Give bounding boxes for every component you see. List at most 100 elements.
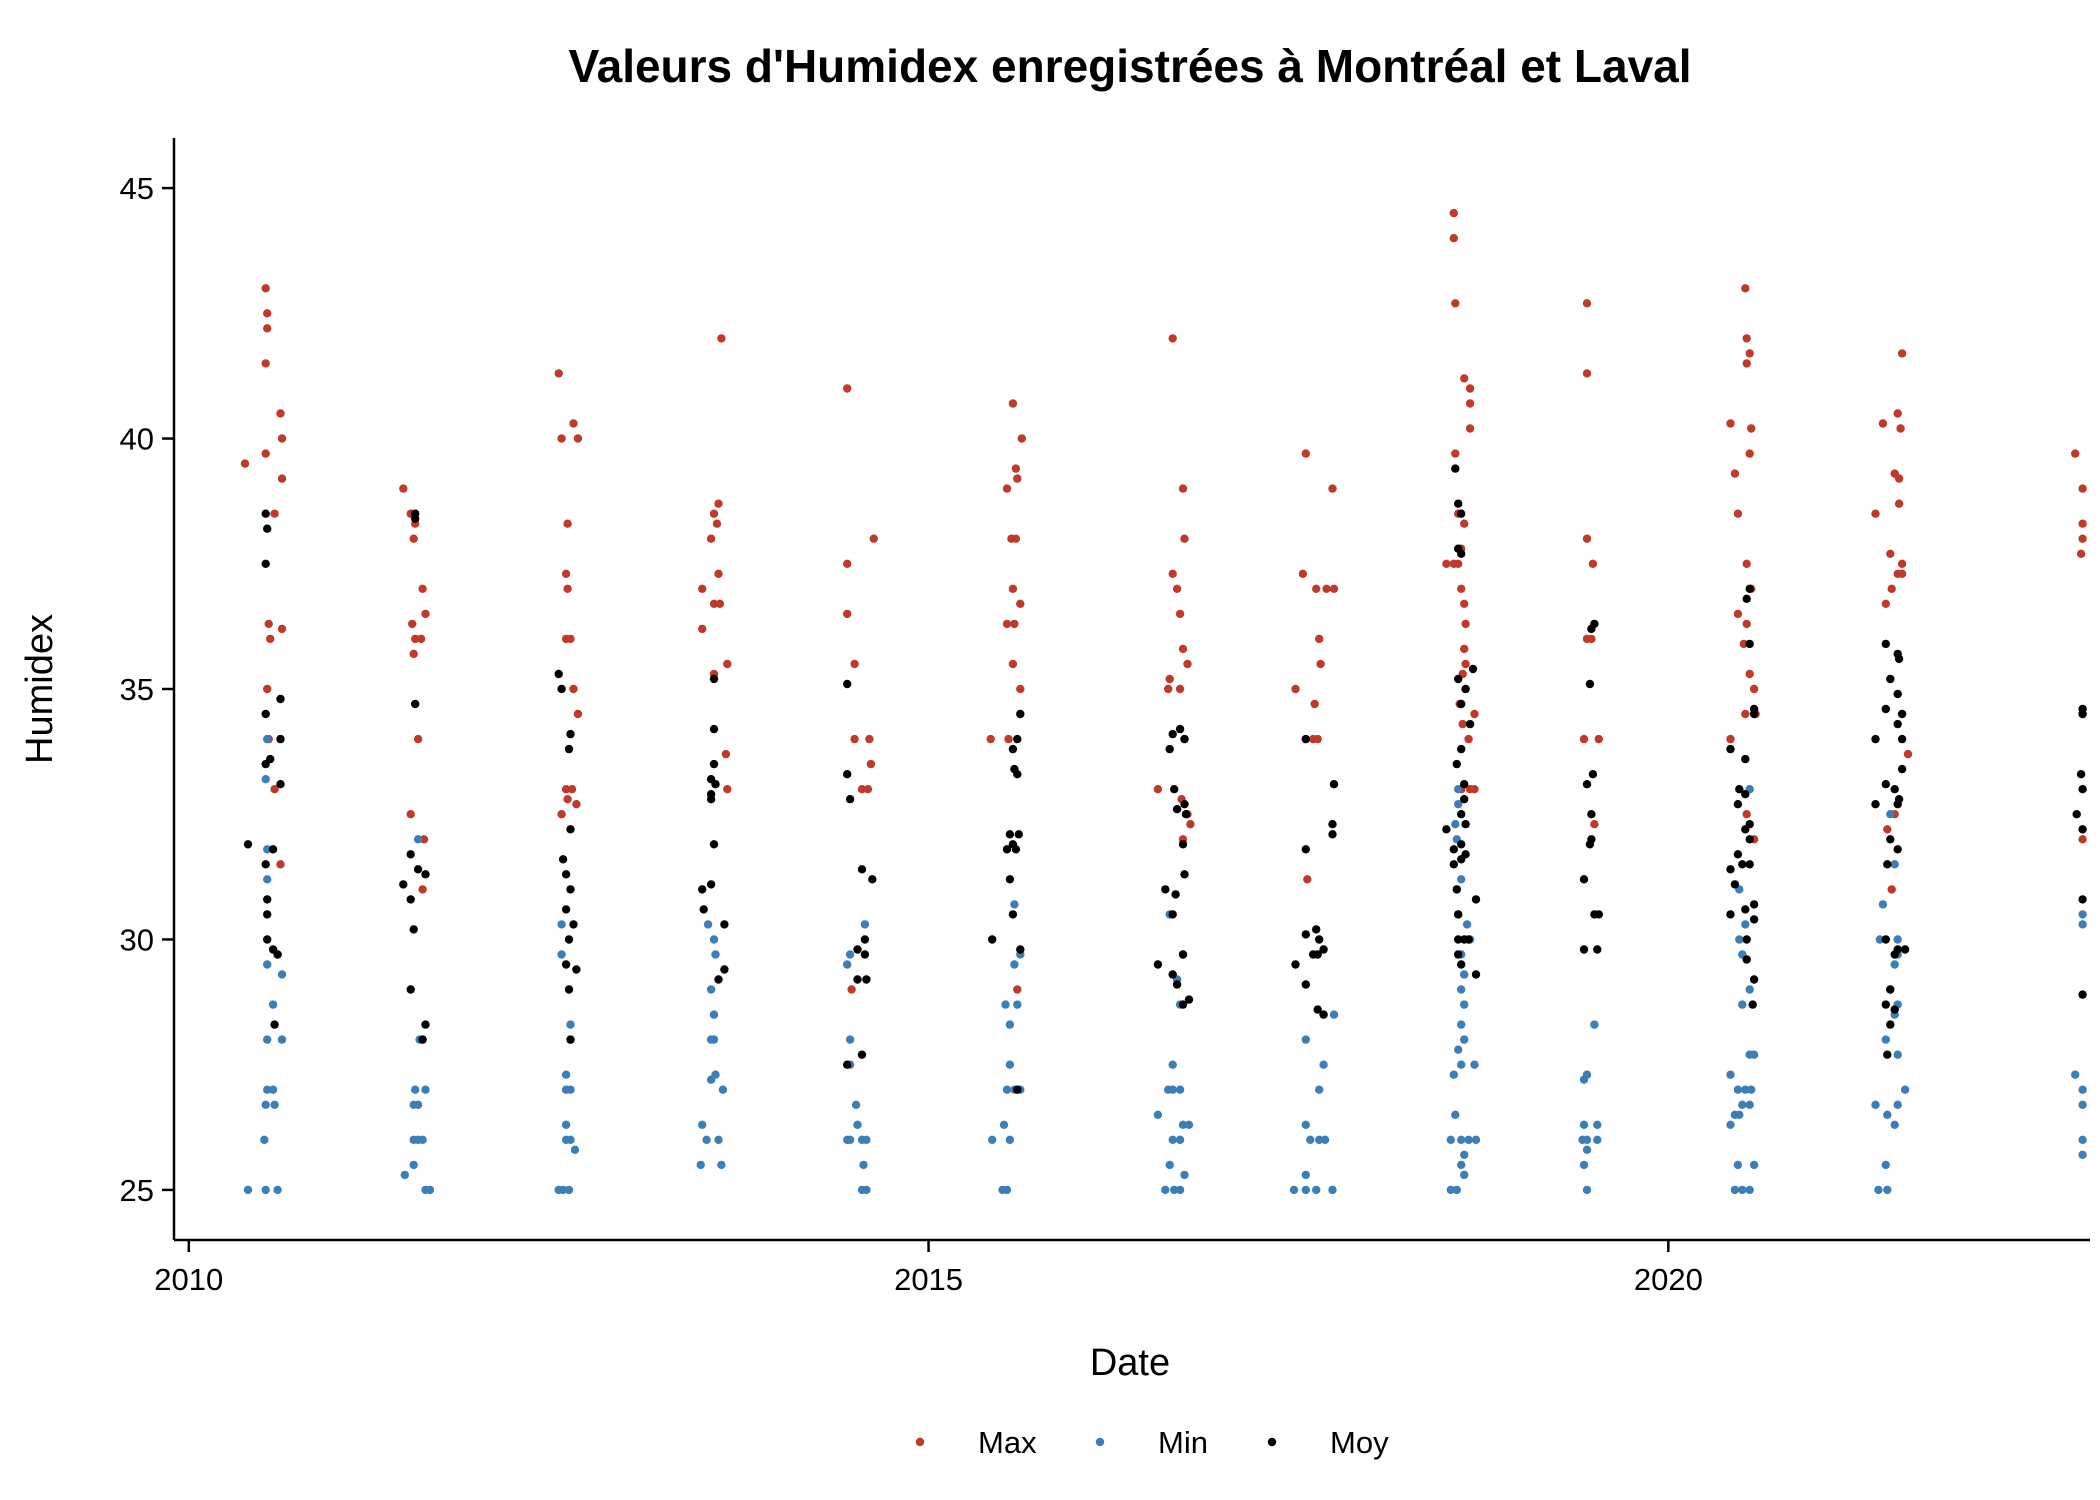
point-max-53 [714,569,723,578]
point-min-17 [263,734,272,744]
point-moy-141 [1449,860,1459,869]
point-moy-5 [276,694,285,704]
point-moy-90 [1170,785,1179,794]
point-max-21 [418,584,427,593]
point-min-116 [1301,1120,1311,1130]
point-min-5 [270,1100,279,1110]
point-max-95 [1183,659,1192,669]
point-max-25 [416,634,426,644]
point-min-57 [706,985,716,994]
point-moy-140 [1457,855,1466,864]
point-moy-42 [572,965,581,974]
point-moy-212 [1890,950,1899,959]
point-min-50 [698,1120,707,1130]
point-min-101 [1168,1085,1177,1094]
point-moy-105 [1301,734,1311,744]
point-min-112 [1301,1170,1311,1180]
point-max-167 [1733,609,1743,619]
point-max-5 [277,434,287,443]
point-min-64 [862,1135,871,1145]
point-max-32 [569,419,578,428]
point-moy-67 [853,975,862,984]
point-max-20 [409,534,418,543]
point-moy-155 [1588,770,1598,779]
point-min-201 [1893,935,1902,944]
point-moy-150 [1471,970,1481,979]
point-min-117 [1315,1085,1324,1094]
point-max-56 [698,624,707,634]
point-max-107 [1298,569,1308,578]
point-max-175 [1742,810,1751,819]
point-max-147 [1582,299,1592,308]
point-moy-168 [1749,709,1759,719]
point-moy-6 [276,734,285,744]
point-max-4 [276,409,285,418]
point-min-126 [1446,1135,1456,1145]
point-min-11 [263,960,272,969]
point-moy-111 [1312,925,1321,934]
legend-item-max: Max [915,1425,1037,1460]
point-moy-59 [843,679,852,689]
point-max-2 [263,324,272,333]
point-moy-9 [266,754,275,764]
point-max-9 [270,509,279,518]
point-moy-133 [1460,795,1469,804]
point-min-161 [1726,1120,1735,1130]
point-moy-163 [1593,945,1602,954]
point-moy-114 [1309,950,1318,959]
point-min-102 [1175,1085,1185,1094]
point-max-196 [2078,484,2087,493]
point-moy-224 [2078,895,2087,904]
point-min-114 [1315,1135,1324,1145]
point-min-209 [2078,910,2087,919]
point-min-86 [1013,1000,1022,1009]
data-points [240,208,2087,1195]
point-moy-172 [1741,790,1750,799]
point-min-56 [709,1010,719,1019]
point-min-120 [1329,1010,1339,1019]
point-moy-100 [1153,960,1163,969]
point-moy-30 [554,669,563,679]
point-max-184 [1894,499,1904,508]
point-max-194 [1887,885,1896,894]
point-moy-136 [1442,825,1451,834]
point-max-193 [1883,825,1892,834]
point-min-65 [853,1120,862,1130]
point-max-85 [986,734,995,744]
point-max-59 [721,749,731,759]
point-moy-55 [699,905,708,914]
point-min-14 [263,875,272,884]
point-min-170 [1730,1185,1740,1195]
point-moy-12 [263,895,272,904]
point-max-86 [1004,734,1013,744]
point-moy-36 [561,870,571,879]
point-max-159 [1742,359,1751,368]
point-min-152 [1582,1145,1592,1155]
point-moy-190 [1881,639,1891,649]
point-max-65 [850,659,859,669]
point-max-201 [2078,835,2087,844]
point-moy-3 [261,559,270,568]
point-max-97 [1175,684,1185,694]
point-max-169 [1739,639,1749,649]
legend-item-min: Min [1095,1425,1208,1460]
point-min-87 [1010,960,1019,969]
point-max-185 [1886,549,1895,558]
point-moy-225 [2078,990,2087,999]
point-max-83 [1008,659,1018,669]
point-min-36 [566,1135,575,1145]
point-moy-121 [1454,499,1463,508]
point-min-132 [1457,1060,1466,1069]
point-max-76 [1002,484,1012,493]
point-moy-119 [1319,1010,1328,1019]
point-moy-87 [1175,724,1185,734]
series-max [240,208,2087,994]
point-moy-89 [1180,734,1189,744]
point-max-61 [843,384,852,393]
point-moy-51 [706,795,716,804]
point-max-33 [573,434,583,443]
point-moy-32 [566,729,575,739]
point-moy-214 [1890,1005,1899,1014]
point-min-18 [400,1170,409,1180]
